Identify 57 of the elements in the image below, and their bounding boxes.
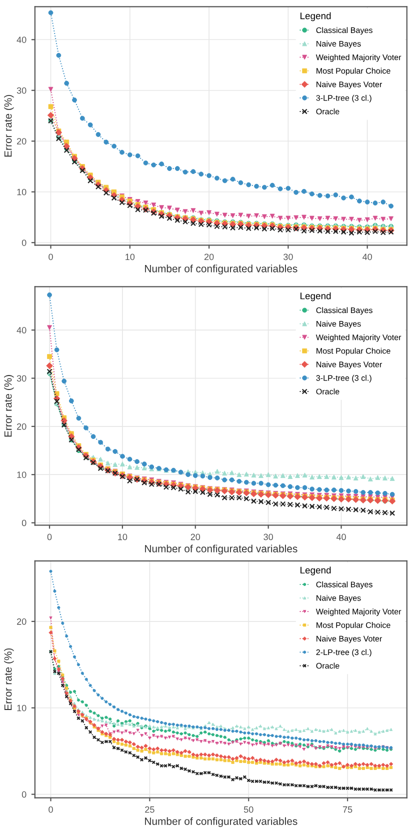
legend-label: Oracle — [316, 662, 340, 669]
legend-label: Oracle — [316, 388, 340, 394]
legend-label: Most Popular Choice — [316, 622, 390, 630]
legend-label: Weighted Majority Voter — [316, 608, 402, 616]
legend-label: 2-LP-tree (3 cl.) — [316, 649, 372, 657]
y-axis-title: Error rate (%) — [4, 95, 14, 157]
x-tick-label: 30 — [264, 534, 273, 540]
x-tick-label: 0 — [48, 254, 53, 260]
y-axis-title: Error rate (%) — [4, 648, 14, 710]
legend-label: 3-LP-tree (3 cl.) — [316, 94, 372, 102]
y-tick-label: 20 — [17, 423, 26, 430]
legend-label: Weighted Majority Voter — [316, 54, 402, 62]
y-tick-label: 40 — [16, 327, 26, 334]
x-tick-label: 0 — [47, 534, 52, 540]
legend-title: Legend — [300, 566, 331, 576]
x-axis-title: Number of configurated variables — [145, 264, 298, 274]
y-tick-label: 0 — [22, 791, 26, 798]
legend-label: Classical Bayes — [316, 581, 372, 589]
x-tick-label: 20 — [204, 254, 214, 260]
y-tick-label: 10 — [17, 704, 26, 712]
y-tick-label: 30 — [16, 375, 26, 382]
y-tick-label: 40 — [16, 36, 26, 43]
legend-label: 3-LP-tree (3 cl.) — [316, 374, 372, 382]
legend-label: Most Popular Choice — [316, 348, 390, 356]
x-tick-label: 50 — [244, 806, 254, 813]
legend-label: Most Popular Choice — [316, 68, 390, 76]
x-axis-title: Number of configurated variables — [145, 817, 298, 827]
x-tick-label: 20 — [190, 534, 200, 540]
legend-label: Naive Bayes Voter — [316, 81, 382, 89]
y-axis-title: Error rate (%) — [4, 375, 14, 437]
x-tick-label: 10 — [118, 534, 128, 540]
x-tick-label: 75 — [342, 806, 352, 813]
x-tick-label: 0 — [48, 806, 53, 813]
x-tick-label: 40 — [362, 254, 372, 260]
legend-label: Classical Bayes — [316, 27, 372, 35]
legend-label: Naive Bayes Voter — [316, 361, 382, 369]
y-tick-label: 20 — [17, 618, 26, 625]
legend-label: Oracle — [316, 108, 340, 114]
legend-title: Legend — [300, 292, 331, 302]
legend-label: Naive Bayes — [316, 320, 361, 328]
y-tick-label: 20 — [17, 138, 26, 144]
y-tick-label: 10 — [17, 472, 26, 478]
legend-title: Legend — [300, 12, 331, 22]
legend-label: Naive Bayes — [316, 40, 361, 48]
legend-label: Naive Bayes Voter — [316, 636, 382, 644]
y-tick-label: 10 — [17, 188, 26, 196]
x-tick-label: 25 — [145, 806, 154, 813]
legend-label: Weighted Majority Voter — [316, 334, 402, 342]
x-tick-label: 40 — [336, 534, 346, 540]
y-tick-label: 30 — [16, 87, 26, 94]
x-tick-label: 30 — [284, 254, 293, 260]
legend-label: Naive Bayes — [316, 594, 361, 602]
legend-label: Classical Bayes — [316, 307, 372, 315]
x-axis-title: Number of configurated variables — [145, 544, 298, 554]
x-tick-label: 10 — [126, 254, 135, 260]
y-tick-label: 0 — [22, 520, 26, 526]
y-tick-label: 0 — [22, 240, 26, 246]
